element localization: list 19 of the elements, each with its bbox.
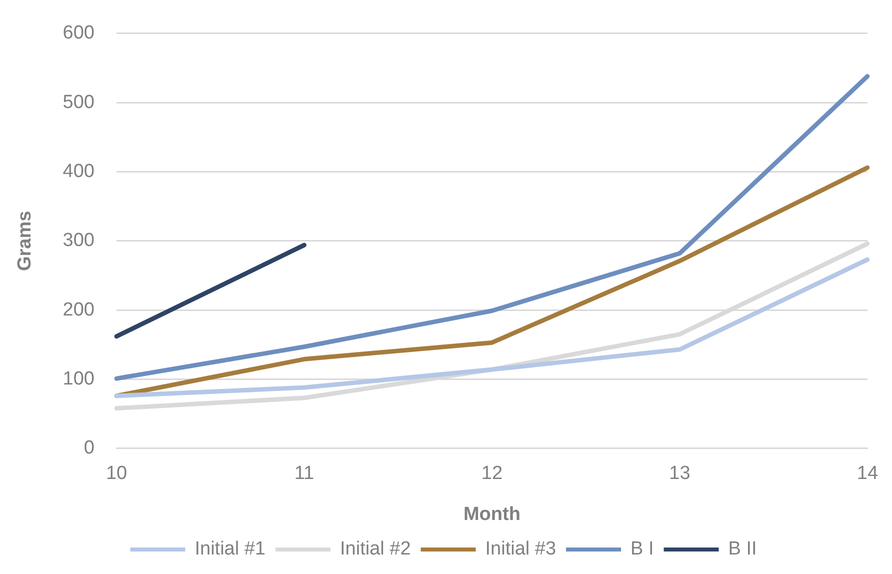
legend-label: B I xyxy=(630,538,654,560)
y-tick-label: 300 xyxy=(62,230,94,252)
y-tick-label: 0 xyxy=(84,438,94,459)
x-tick-label: 14 xyxy=(856,463,878,484)
y-tick-label: 100 xyxy=(62,368,94,390)
x-tick-label: 13 xyxy=(669,463,690,484)
legend-label: B II xyxy=(728,538,757,560)
legend-label: Initial #2 xyxy=(340,538,411,560)
x-tick-label: 11 xyxy=(294,463,314,484)
x-axis-title: Month xyxy=(463,504,520,525)
legend-label: Initial #1 xyxy=(194,538,266,560)
y-tick-label: 200 xyxy=(62,299,94,320)
x-tick-label: 12 xyxy=(481,463,503,484)
y-tick-label: 400 xyxy=(62,160,94,182)
y-tick-label: 600 xyxy=(62,22,94,44)
x-tick-label: 10 xyxy=(106,463,128,484)
legend-label: Initial #3 xyxy=(485,538,556,560)
y-axis-title: Grams xyxy=(14,210,36,271)
y-tick-label: 500 xyxy=(62,92,94,113)
